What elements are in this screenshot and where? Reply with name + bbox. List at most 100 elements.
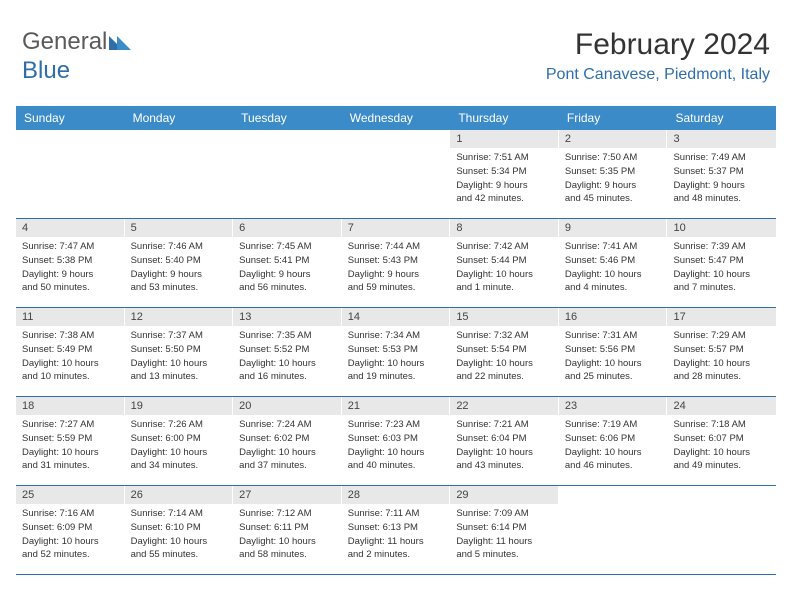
day-number xyxy=(125,130,234,148)
day-body: Sunrise: 7:49 AMSunset: 5:37 PMDaylight:… xyxy=(667,148,776,212)
day-header-tue: Tuesday xyxy=(233,106,342,130)
day-d2: and 55 minutes. xyxy=(131,548,228,562)
day-ss: Sunset: 6:04 PM xyxy=(456,432,553,446)
day-d2: and 13 minutes. xyxy=(131,370,228,384)
day-body: Sunrise: 7:23 AMSunset: 6:03 PMDaylight:… xyxy=(342,415,451,479)
day-ss: Sunset: 6:02 PM xyxy=(239,432,336,446)
day-ss: Sunset: 5:44 PM xyxy=(456,254,553,268)
day-number: 9 xyxy=(559,219,668,237)
day-d2: and 48 minutes. xyxy=(673,192,770,206)
day-d1: Daylight: 9 hours xyxy=(239,268,336,282)
day-d2: and 52 minutes. xyxy=(22,548,119,562)
day-cell: 24Sunrise: 7:18 AMSunset: 6:07 PMDayligh… xyxy=(667,397,776,485)
day-header-row: Sunday Monday Tuesday Wednesday Thursday… xyxy=(16,106,776,130)
day-body: Sunrise: 7:35 AMSunset: 5:52 PMDaylight:… xyxy=(233,326,342,390)
day-body: Sunrise: 7:19 AMSunset: 6:06 PMDaylight:… xyxy=(559,415,668,479)
day-d1: Daylight: 10 hours xyxy=(131,357,228,371)
day-sr: Sunrise: 7:50 AM xyxy=(565,151,662,165)
week-row: 1Sunrise: 7:51 AMSunset: 5:34 PMDaylight… xyxy=(16,130,776,219)
day-sr: Sunrise: 7:35 AM xyxy=(239,329,336,343)
day-sr: Sunrise: 7:16 AM xyxy=(22,507,119,521)
day-cell: 11Sunrise: 7:38 AMSunset: 5:49 PMDayligh… xyxy=(16,308,125,396)
day-cell: 10Sunrise: 7:39 AMSunset: 5:47 PMDayligh… xyxy=(667,219,776,307)
day-d1: Daylight: 10 hours xyxy=(456,357,553,371)
day-header-wed: Wednesday xyxy=(342,106,451,130)
day-d1: Daylight: 10 hours xyxy=(22,357,119,371)
day-d2: and 2 minutes. xyxy=(348,548,445,562)
day-d2: and 45 minutes. xyxy=(565,192,662,206)
day-d1: Daylight: 11 hours xyxy=(456,535,553,549)
day-number: 25 xyxy=(16,486,125,504)
day-ss: Sunset: 5:49 PM xyxy=(22,343,119,357)
day-d1: Daylight: 9 hours xyxy=(456,179,553,193)
calendar: Sunday Monday Tuesday Wednesday Thursday… xyxy=(16,106,776,575)
day-d1: Daylight: 10 hours xyxy=(239,357,336,371)
day-number xyxy=(233,130,342,148)
day-header-fri: Friday xyxy=(559,106,668,130)
logo: GeneralBlue xyxy=(22,28,131,85)
day-d1: Daylight: 11 hours xyxy=(348,535,445,549)
day-d2: and 31 minutes. xyxy=(22,459,119,473)
logo-text-2: Blue xyxy=(22,57,70,84)
day-body: Sunrise: 7:37 AMSunset: 5:50 PMDaylight:… xyxy=(125,326,234,390)
day-ss: Sunset: 6:13 PM xyxy=(348,521,445,535)
day-body: Sunrise: 7:09 AMSunset: 6:14 PMDaylight:… xyxy=(450,504,559,568)
day-body: Sunrise: 7:45 AMSunset: 5:41 PMDaylight:… xyxy=(233,237,342,301)
day-header-mon: Monday xyxy=(125,106,234,130)
day-body: Sunrise: 7:26 AMSunset: 6:00 PMDaylight:… xyxy=(125,415,234,479)
day-sr: Sunrise: 7:24 AM xyxy=(239,418,336,432)
day-sr: Sunrise: 7:12 AM xyxy=(239,507,336,521)
day-d2: and 40 minutes. xyxy=(348,459,445,473)
day-number xyxy=(342,130,451,148)
day-d1: Daylight: 10 hours xyxy=(673,268,770,282)
day-d1: Daylight: 10 hours xyxy=(239,535,336,549)
day-cell: 7Sunrise: 7:44 AMSunset: 5:43 PMDaylight… xyxy=(342,219,451,307)
day-cell: 12Sunrise: 7:37 AMSunset: 5:50 PMDayligh… xyxy=(125,308,234,396)
day-number: 24 xyxy=(667,397,776,415)
day-d2: and 59 minutes. xyxy=(348,281,445,295)
day-d1: Daylight: 9 hours xyxy=(348,268,445,282)
day-d2: and 22 minutes. xyxy=(456,370,553,384)
day-cell: 28Sunrise: 7:11 AMSunset: 6:13 PMDayligh… xyxy=(342,486,451,574)
day-number: 16 xyxy=(559,308,668,326)
day-sr: Sunrise: 7:26 AM xyxy=(131,418,228,432)
day-cell: 15Sunrise: 7:32 AMSunset: 5:54 PMDayligh… xyxy=(450,308,559,396)
day-header-thu: Thursday xyxy=(450,106,559,130)
day-d2: and 53 minutes. xyxy=(131,281,228,295)
day-cell: 29Sunrise: 7:09 AMSunset: 6:14 PMDayligh… xyxy=(450,486,559,574)
day-sr: Sunrise: 7:47 AM xyxy=(22,240,119,254)
day-d2: and 49 minutes. xyxy=(673,459,770,473)
day-sr: Sunrise: 7:45 AM xyxy=(239,240,336,254)
day-number: 21 xyxy=(342,397,451,415)
day-sr: Sunrise: 7:51 AM xyxy=(456,151,553,165)
day-ss: Sunset: 5:50 PM xyxy=(131,343,228,357)
day-number: 12 xyxy=(125,308,234,326)
day-ss: Sunset: 6:00 PM xyxy=(131,432,228,446)
day-cell: 18Sunrise: 7:27 AMSunset: 5:59 PMDayligh… xyxy=(16,397,125,485)
week-row: 25Sunrise: 7:16 AMSunset: 6:09 PMDayligh… xyxy=(16,486,776,575)
day-body: Sunrise: 7:44 AMSunset: 5:43 PMDaylight:… xyxy=(342,237,451,301)
day-number: 10 xyxy=(667,219,776,237)
day-sr: Sunrise: 7:11 AM xyxy=(348,507,445,521)
day-body: Sunrise: 7:46 AMSunset: 5:40 PMDaylight:… xyxy=(125,237,234,301)
week-row: 4Sunrise: 7:47 AMSunset: 5:38 PMDaylight… xyxy=(16,219,776,308)
month-title: February 2024 xyxy=(546,28,770,62)
day-sr: Sunrise: 7:29 AM xyxy=(673,329,770,343)
day-cell: 2Sunrise: 7:50 AMSunset: 5:35 PMDaylight… xyxy=(559,130,668,218)
day-ss: Sunset: 6:06 PM xyxy=(565,432,662,446)
day-number xyxy=(16,130,125,148)
day-d1: Daylight: 10 hours xyxy=(456,268,553,282)
day-ss: Sunset: 5:35 PM xyxy=(565,165,662,179)
day-d2: and 28 minutes. xyxy=(673,370,770,384)
day-d2: and 19 minutes. xyxy=(348,370,445,384)
day-ss: Sunset: 5:38 PM xyxy=(22,254,119,268)
day-d1: Daylight: 10 hours xyxy=(673,446,770,460)
day-sr: Sunrise: 7:21 AM xyxy=(456,418,553,432)
day-cell: 6Sunrise: 7:45 AMSunset: 5:41 PMDaylight… xyxy=(233,219,342,307)
day-ss: Sunset: 5:40 PM xyxy=(131,254,228,268)
day-ss: Sunset: 5:47 PM xyxy=(673,254,770,268)
week-row: 18Sunrise: 7:27 AMSunset: 5:59 PMDayligh… xyxy=(16,397,776,486)
day-body: Sunrise: 7:51 AMSunset: 5:34 PMDaylight:… xyxy=(450,148,559,212)
day-d1: Daylight: 10 hours xyxy=(348,446,445,460)
day-d1: Daylight: 9 hours xyxy=(565,179,662,193)
